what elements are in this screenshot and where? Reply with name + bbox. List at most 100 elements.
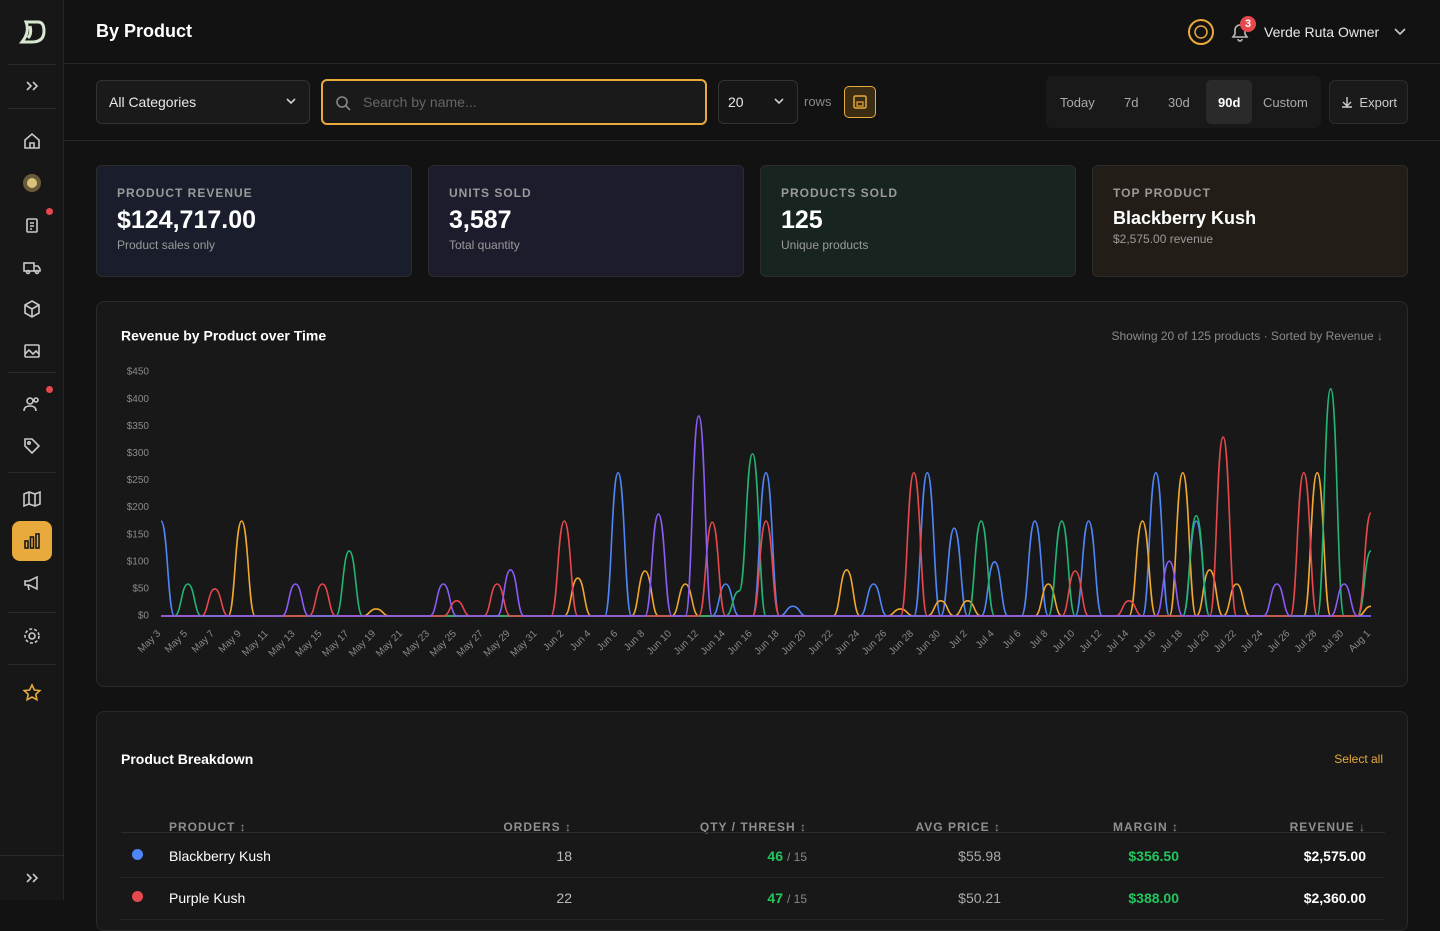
search-input[interactable]: Search by name... bbox=[321, 79, 707, 125]
kpi-card: PRODUCT REVENUE $124,717.00 Product sales … bbox=[96, 165, 412, 277]
x-tick-label: Jul 28 bbox=[1293, 628, 1320, 655]
kpi-card: TOP PRODUCT Blackberry Kush $2,575.00 reve… bbox=[1092, 165, 1408, 277]
row-divider bbox=[121, 877, 1385, 878]
range-button[interactable]: 90d bbox=[1206, 80, 1253, 124]
user-menu[interactable]: Verde Ruta Owner bbox=[1264, 24, 1380, 40]
y-tick-label: $400 bbox=[127, 394, 150, 405]
export-button[interactable]: Export bbox=[1329, 80, 1408, 124]
select-all[interactable]: Select all bbox=[1334, 752, 1383, 766]
x-tick-label: Jun 4 bbox=[568, 628, 593, 653]
kpi-label: UNITS SOLD bbox=[449, 186, 532, 200]
qty-cell: 46/ 15 bbox=[767, 848, 807, 864]
kpi-value: Blackberry Kush bbox=[1113, 208, 1257, 228]
orders: 18 bbox=[556, 848, 572, 864]
category-select[interactable]: All Categories bbox=[96, 80, 310, 124]
series-line bbox=[161, 472, 1372, 617]
x-tick-label: May 23 bbox=[401, 628, 432, 659]
x-tick-label: Jul 26 bbox=[1266, 628, 1293, 655]
collapse-button[interactable] bbox=[12, 858, 52, 898]
column-header[interactable]: REVENUE ↓ bbox=[1289, 820, 1366, 834]
marketing-nav[interactable] bbox=[12, 563, 52, 603]
x-tick-label: Jun 12 bbox=[672, 628, 701, 657]
x-tick-label: May 19 bbox=[347, 628, 378, 659]
x-tick-label: May 3 bbox=[136, 628, 163, 655]
x-tick-label: Jun 6 bbox=[595, 628, 620, 653]
x-tick-label: Jun 2 bbox=[541, 628, 566, 653]
x-tick-label: May 31 bbox=[509, 628, 540, 659]
column-header[interactable]: PRODUCT ↕ bbox=[169, 820, 247, 834]
header-divider bbox=[121, 832, 1385, 833]
x-tick-label: Jul 10 bbox=[1051, 628, 1078, 655]
x-tick-label: Jul 12 bbox=[1078, 628, 1105, 655]
revenue: $2,360.00 bbox=[1303, 890, 1366, 906]
x-tick-label: May 25 bbox=[428, 628, 459, 659]
column-header[interactable]: ORDERS ↕ bbox=[503, 820, 572, 834]
rows-select[interactable]: 20 bbox=[718, 80, 798, 124]
qty: 47 bbox=[767, 890, 783, 906]
y-tick-label: $200 bbox=[127, 502, 150, 513]
analytics-nav[interactable] bbox=[12, 521, 52, 561]
range-button[interactable]: Custom bbox=[1263, 94, 1308, 110]
avatar-nav[interactable] bbox=[12, 163, 52, 203]
customers-nav[interactable] bbox=[12, 384, 52, 424]
range-button[interactable]: 30d bbox=[1168, 94, 1190, 110]
orders-nav[interactable] bbox=[12, 205, 52, 245]
y-tick-label: $450 bbox=[127, 367, 150, 378]
kpi-note: $2,575.00 revenue bbox=[1113, 232, 1214, 246]
rows-value: 20 bbox=[728, 94, 744, 110]
x-tick-label: Jul 30 bbox=[1320, 628, 1347, 655]
x-tick-label: Jul 18 bbox=[1158, 628, 1185, 655]
y-tick-label: $150 bbox=[127, 529, 150, 540]
favorites-nav[interactable] bbox=[12, 673, 52, 713]
kpi-card: UNITS SOLD 3,587 Total quantity bbox=[428, 165, 744, 277]
chart-title: Revenue by Product over Time bbox=[121, 328, 326, 344]
tags-nav[interactable] bbox=[12, 426, 52, 466]
qty: 46 bbox=[767, 848, 783, 864]
save-button[interactable] bbox=[844, 86, 876, 118]
help-button[interactable] bbox=[1187, 18, 1215, 46]
kpi-label: PRODUCT REVENUE bbox=[117, 186, 253, 200]
products-nav[interactable] bbox=[12, 289, 52, 329]
rows-label: rows bbox=[804, 94, 832, 109]
kpi-value: 3,587 bbox=[449, 206, 512, 234]
y-tick-label: $50 bbox=[132, 584, 149, 595]
range-button[interactable]: Today bbox=[1060, 94, 1095, 110]
search-placeholder: Search by name... bbox=[363, 94, 477, 110]
x-tick-label: May 7 bbox=[190, 628, 217, 655]
chart-subtitle: Showing 20 of 125 products · Sorted by R… bbox=[1112, 329, 1384, 343]
x-tick-label: Jun 16 bbox=[726, 628, 755, 657]
column-header[interactable]: AVG PRICE ↕ bbox=[915, 820, 1001, 834]
product-name[interactable]: Purple Kush bbox=[169, 890, 246, 906]
export-label: Export bbox=[1359, 94, 1397, 110]
delivery-nav[interactable] bbox=[12, 247, 52, 287]
x-tick-label: Jun 8 bbox=[622, 628, 647, 653]
column-header[interactable]: MARGIN ↕ bbox=[1113, 820, 1179, 834]
settings-nav[interactable] bbox=[12, 616, 52, 656]
table-card: Product Breakdown Select all PRODUCT ↕ OR… bbox=[96, 711, 1408, 931]
y-tick-label: $300 bbox=[127, 448, 150, 459]
x-tick-label: Jul 16 bbox=[1131, 628, 1158, 655]
x-tick-label: Jul 20 bbox=[1185, 628, 1212, 655]
media-nav[interactable] bbox=[12, 331, 52, 371]
y-tick-label: $100 bbox=[127, 556, 150, 567]
x-tick-label: Jul 8 bbox=[1028, 628, 1051, 651]
catalog-nav[interactable] bbox=[12, 479, 52, 519]
x-tick-label: Jun 14 bbox=[699, 628, 728, 657]
product-name[interactable]: Blackberry Kush bbox=[169, 848, 271, 864]
x-tick-label: Jun 24 bbox=[833, 628, 862, 657]
column-header[interactable]: QTY / THRESH ↕ bbox=[699, 820, 807, 834]
logo[interactable] bbox=[18, 18, 46, 46]
x-tick-label: Jun 28 bbox=[887, 628, 916, 657]
x-tick-label: Jun 10 bbox=[645, 628, 674, 657]
toolbar: All Categories Search by name... 20 rows… bbox=[64, 64, 1440, 141]
sidebar bbox=[0, 0, 64, 900]
home-nav[interactable] bbox=[12, 121, 52, 161]
expand-button[interactable] bbox=[12, 66, 52, 106]
range-button[interactable]: 7d bbox=[1124, 94, 1139, 110]
thresh: / 15 bbox=[786, 850, 807, 864]
x-tick-label: May 27 bbox=[455, 628, 486, 659]
x-tick-label: Jul 2 bbox=[947, 628, 970, 651]
kpi-note: Product sales only bbox=[117, 238, 216, 252]
